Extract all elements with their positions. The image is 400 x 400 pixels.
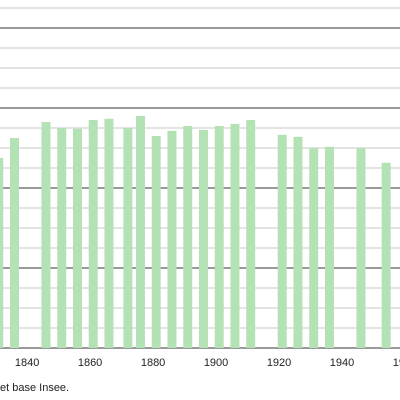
bar — [72, 128, 82, 348]
bar — [167, 130, 177, 348]
bar — [135, 116, 145, 348]
bar — [246, 120, 256, 348]
bar — [104, 118, 114, 348]
bar — [381, 162, 391, 348]
bar — [0, 158, 4, 348]
bar — [88, 120, 98, 348]
bar — [356, 148, 366, 348]
x-tick-label: 1860 — [78, 357, 102, 369]
bar — [309, 148, 319, 348]
x-tick-label: 1940 — [330, 357, 354, 369]
x-tick-label: 1960 — [393, 357, 400, 369]
bar — [183, 126, 193, 348]
bar — [293, 136, 303, 348]
x-tick-label: 1900 — [204, 357, 228, 369]
bar — [198, 130, 208, 348]
bar — [9, 138, 19, 348]
bar — [277, 134, 287, 348]
source-note: et base Insee. — [0, 382, 69, 394]
x-tick-label: 1920 — [267, 357, 291, 369]
bar — [57, 128, 67, 348]
x-tick-label: 1840 — [15, 357, 39, 369]
bar — [41, 122, 51, 348]
bar — [230, 124, 240, 348]
bar — [123, 128, 133, 348]
bar — [324, 146, 334, 348]
bar — [151, 136, 161, 348]
x-tick-label: 1880 — [141, 357, 165, 369]
bar — [214, 126, 224, 348]
